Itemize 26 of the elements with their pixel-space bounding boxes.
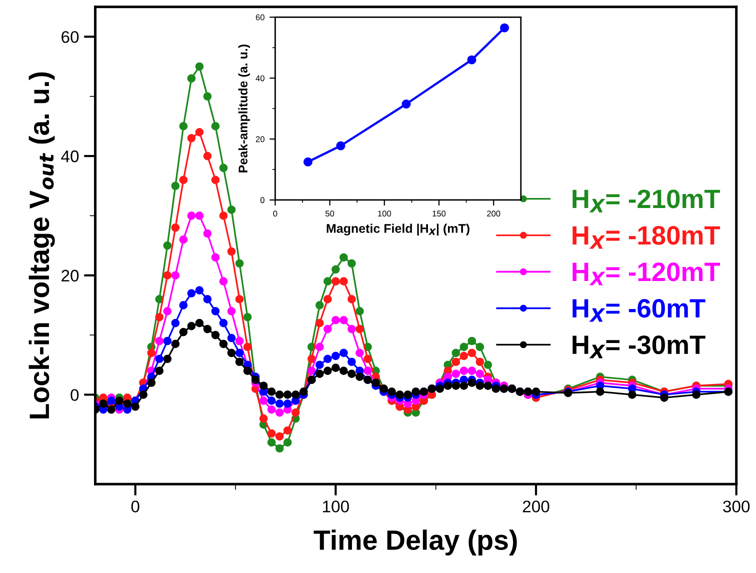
y-tick-label: 60 — [256, 14, 264, 20]
x-tick-label: 100 — [323, 500, 349, 512]
y-tick-label: 60 — [62, 31, 79, 43]
x-tick-label: 300 — [723, 500, 750, 512]
x-tick-label: 50 — [325, 210, 334, 217]
legend-label: H$_{X}$= -180mT — [572, 226, 720, 249]
y-tick-label: 40 — [256, 75, 264, 82]
x-tick-label: 150 — [432, 210, 446, 217]
y-axis-title: Lock-in voltage V$_{out}$ (a. u.) — [28, 72, 55, 418]
y-tick-label: 20 — [256, 136, 264, 142]
x-tick-label: 200 — [487, 210, 500, 217]
legend-label: H$_{X}$= -60mT — [572, 298, 706, 322]
y-tick-label: 0 — [70, 389, 79, 401]
x-axis-title: Time Delay (ps) — [314, 530, 517, 556]
x-tick-label: 200 — [522, 500, 550, 512]
y-tick-label: 0 — [260, 197, 264, 204]
x-tick-label: 0 — [131, 500, 140, 512]
y-tick-label: 20 — [62, 270, 79, 282]
legend-label: H$_{X}$= -210mT — [572, 190, 720, 212]
y-tick-label: 40 — [61, 150, 79, 162]
y-axis-title: Peak-amplitude (a. u.) — [238, 44, 250, 172]
legend-label: H$_{X}$= -30mT — [572, 335, 706, 358]
x-tick-label: 100 — [378, 210, 392, 217]
x-axis-title: Magnetic Field |H$_{X}$| (mT) — [326, 224, 470, 236]
legend-label: H$_{X}$= -120mT — [572, 262, 720, 286]
x-tick-label: 0 — [273, 210, 278, 217]
